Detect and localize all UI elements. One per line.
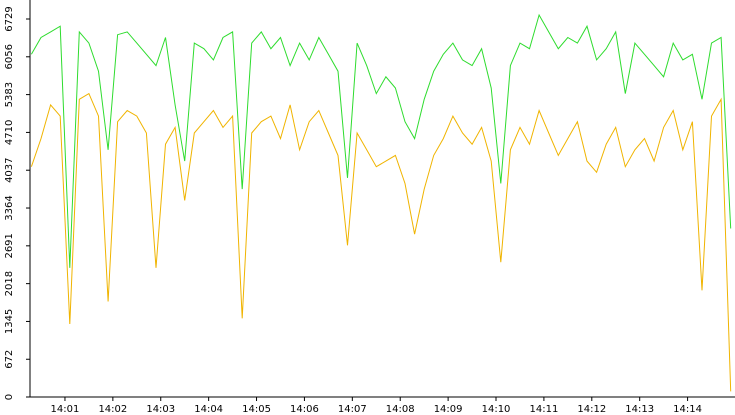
- x-tick-label: 14:01: [51, 404, 80, 415]
- x-tick-label: 14:08: [386, 404, 415, 415]
- x-tick-label: 14:14: [673, 404, 702, 415]
- x-tick-label: 14:13: [625, 404, 654, 415]
- x-tick-label: 14:07: [338, 404, 367, 415]
- y-tick-label: 2018: [4, 271, 15, 296]
- y-tick-label: 6056: [4, 44, 15, 69]
- y-tick-label: 2691: [4, 233, 15, 258]
- x-tick-label: 14:06: [290, 404, 319, 415]
- x-tick-label: 14:12: [577, 404, 606, 415]
- series-line: [30, 92, 732, 392]
- y-tick-label: 5383: [4, 82, 15, 107]
- y-tick-label: 672: [4, 350, 15, 369]
- x-tick-label: 14:11: [529, 404, 558, 415]
- y-tick-label: 6729: [4, 6, 15, 31]
- x-tick-label: 14:10: [482, 404, 511, 415]
- x-tick-label: 14:05: [242, 404, 271, 415]
- y-tick-label: 4037: [4, 157, 15, 182]
- y-tick-label: 0: [4, 394, 15, 400]
- x-tick-label: 14:03: [146, 404, 175, 415]
- series-line: [30, 13, 732, 268]
- y-tick-label: 3364: [4, 195, 15, 220]
- y-tick-label: 1345: [4, 309, 15, 334]
- y-tick-label: 4710: [4, 120, 15, 145]
- x-tick-label: 14:04: [194, 404, 223, 415]
- x-tick-label: 14:02: [98, 404, 127, 415]
- x-tick-label: 14:09: [434, 404, 463, 415]
